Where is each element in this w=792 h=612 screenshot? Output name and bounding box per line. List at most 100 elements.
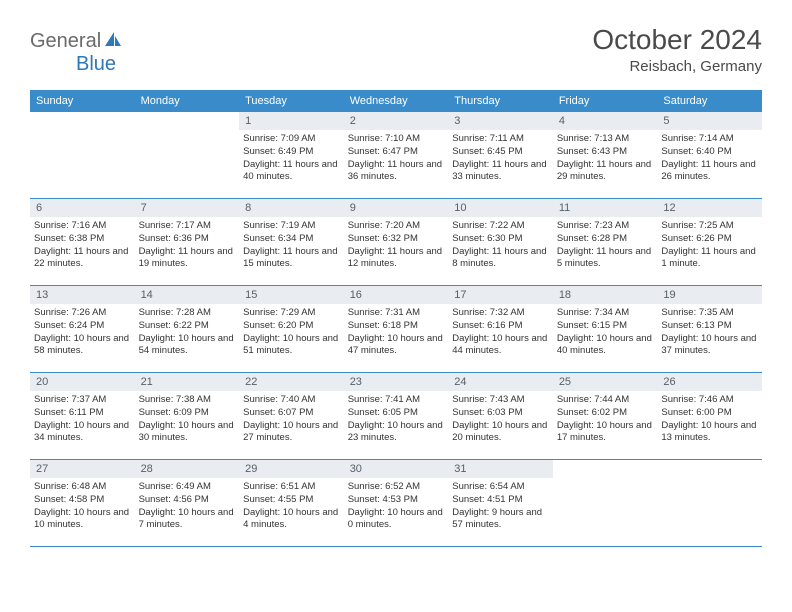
- week-row: 13Sunrise: 7:26 AMSunset: 6:24 PMDayligh…: [30, 286, 762, 373]
- day-number: 15: [239, 286, 344, 304]
- week-row: 27Sunrise: 6:48 AMSunset: 4:58 PMDayligh…: [30, 460, 762, 547]
- day-cell: 26Sunrise: 7:46 AMSunset: 6:00 PMDayligh…: [657, 373, 762, 460]
- day-cell: 12Sunrise: 7:25 AMSunset: 6:26 PMDayligh…: [657, 199, 762, 286]
- day-details: Sunrise: 7:38 AMSunset: 6:09 PMDaylight:…: [135, 391, 240, 449]
- day-details: Sunrise: 7:25 AMSunset: 6:26 PMDaylight:…: [657, 217, 762, 275]
- day-number: 3: [448, 112, 553, 130]
- day-number: 26: [657, 373, 762, 391]
- day-number: 17: [448, 286, 553, 304]
- brand-text-blue: Blue: [76, 53, 116, 75]
- week-row: 6Sunrise: 7:16 AMSunset: 6:38 PMDaylight…: [30, 199, 762, 286]
- day-cell: 29Sunrise: 6:51 AMSunset: 4:55 PMDayligh…: [239, 460, 344, 547]
- day-details: Sunrise: 7:16 AMSunset: 6:38 PMDaylight:…: [30, 217, 135, 275]
- day-cell: 23Sunrise: 7:41 AMSunset: 6:05 PMDayligh…: [344, 373, 449, 460]
- day-cell: 10Sunrise: 7:22 AMSunset: 6:30 PMDayligh…: [448, 199, 553, 286]
- day-header: Wednesday: [344, 90, 449, 112]
- day-number: 30: [344, 460, 449, 478]
- week-row: ....1Sunrise: 7:09 AMSunset: 6:49 PMDayl…: [30, 112, 762, 199]
- day-number: 14: [135, 286, 240, 304]
- day-details: Sunrise: 6:52 AMSunset: 4:53 PMDaylight:…: [344, 478, 449, 536]
- day-cell: 3Sunrise: 7:11 AMSunset: 6:45 PMDaylight…: [448, 112, 553, 199]
- day-details: Sunrise: 7:31 AMSunset: 6:18 PMDaylight:…: [344, 304, 449, 362]
- day-details: Sunrise: 7:32 AMSunset: 6:16 PMDaylight:…: [448, 304, 553, 362]
- day-number: 8: [239, 199, 344, 217]
- day-cell: 7Sunrise: 7:17 AMSunset: 6:36 PMDaylight…: [135, 199, 240, 286]
- day-cell: 25Sunrise: 7:44 AMSunset: 6:02 PMDayligh…: [553, 373, 658, 460]
- day-details: Sunrise: 7:46 AMSunset: 6:00 PMDaylight:…: [657, 391, 762, 449]
- day-cell: 21Sunrise: 7:38 AMSunset: 6:09 PMDayligh…: [135, 373, 240, 460]
- day-number: 2: [344, 112, 449, 130]
- day-details: Sunrise: 7:14 AMSunset: 6:40 PMDaylight:…: [657, 130, 762, 188]
- day-details: Sunrise: 7:20 AMSunset: 6:32 PMDaylight:…: [344, 217, 449, 275]
- day-cell: 9Sunrise: 7:20 AMSunset: 6:32 PMDaylight…: [344, 199, 449, 286]
- day-cell: 20Sunrise: 7:37 AMSunset: 6:11 PMDayligh…: [30, 373, 135, 460]
- day-details: Sunrise: 6:54 AMSunset: 4:51 PMDaylight:…: [448, 478, 553, 536]
- month-title: October 2024: [592, 24, 762, 56]
- day-cell: 16Sunrise: 7:31 AMSunset: 6:18 PMDayligh…: [344, 286, 449, 373]
- brand-logo: General: [30, 30, 125, 53]
- day-details: Sunrise: 7:41 AMSunset: 6:05 PMDaylight:…: [344, 391, 449, 449]
- day-number: 7: [135, 199, 240, 217]
- day-number: 23: [344, 373, 449, 391]
- day-cell: 28Sunrise: 6:49 AMSunset: 4:56 PMDayligh…: [135, 460, 240, 547]
- day-details: Sunrise: 7:09 AMSunset: 6:49 PMDaylight:…: [239, 130, 344, 188]
- day-number: 29: [239, 460, 344, 478]
- day-cell: ..: [657, 460, 762, 547]
- day-header-row: SundayMondayTuesdayWednesdayThursdayFrid…: [30, 90, 762, 112]
- day-number: 28: [135, 460, 240, 478]
- day-number: 5: [657, 112, 762, 130]
- day-number: 10: [448, 199, 553, 217]
- day-number: 27: [30, 460, 135, 478]
- day-cell: 13Sunrise: 7:26 AMSunset: 6:24 PMDayligh…: [30, 286, 135, 373]
- day-number: 6: [30, 199, 135, 217]
- day-cell: 15Sunrise: 7:29 AMSunset: 6:20 PMDayligh…: [239, 286, 344, 373]
- day-cell: 5Sunrise: 7:14 AMSunset: 6:40 PMDaylight…: [657, 112, 762, 199]
- day-number: 4: [553, 112, 658, 130]
- day-cell: 6Sunrise: 7:16 AMSunset: 6:38 PMDaylight…: [30, 199, 135, 286]
- day-number: 18: [553, 286, 658, 304]
- day-details: Sunrise: 7:19 AMSunset: 6:34 PMDaylight:…: [239, 217, 344, 275]
- day-header: Thursday: [448, 90, 553, 112]
- day-number: 22: [239, 373, 344, 391]
- day-details: Sunrise: 7:11 AMSunset: 6:45 PMDaylight:…: [448, 130, 553, 188]
- calendar-table: SundayMondayTuesdayWednesdayThursdayFrid…: [30, 90, 762, 547]
- day-cell: 19Sunrise: 7:35 AMSunset: 6:13 PMDayligh…: [657, 286, 762, 373]
- day-details: Sunrise: 7:26 AMSunset: 6:24 PMDaylight:…: [30, 304, 135, 362]
- day-cell: 24Sunrise: 7:43 AMSunset: 6:03 PMDayligh…: [448, 373, 553, 460]
- day-number: 31: [448, 460, 553, 478]
- day-details: Sunrise: 6:48 AMSunset: 4:58 PMDaylight:…: [30, 478, 135, 536]
- day-number: 20: [30, 373, 135, 391]
- day-number: 24: [448, 373, 553, 391]
- day-number: 16: [344, 286, 449, 304]
- day-number: 9: [344, 199, 449, 217]
- day-number: 11: [553, 199, 658, 217]
- day-cell: 4Sunrise: 7:13 AMSunset: 6:43 PMDaylight…: [553, 112, 658, 199]
- day-number: 12: [657, 199, 762, 217]
- day-details: Sunrise: 7:23 AMSunset: 6:28 PMDaylight:…: [553, 217, 658, 275]
- day-cell: 8Sunrise: 7:19 AMSunset: 6:34 PMDaylight…: [239, 199, 344, 286]
- day-details: Sunrise: 7:40 AMSunset: 6:07 PMDaylight:…: [239, 391, 344, 449]
- day-cell: 11Sunrise: 7:23 AMSunset: 6:28 PMDayligh…: [553, 199, 658, 286]
- day-header: Friday: [553, 90, 658, 112]
- day-header: Monday: [135, 90, 240, 112]
- day-cell: 14Sunrise: 7:28 AMSunset: 6:22 PMDayligh…: [135, 286, 240, 373]
- day-header: Sunday: [30, 90, 135, 112]
- day-details: Sunrise: 7:35 AMSunset: 6:13 PMDaylight:…: [657, 304, 762, 362]
- day-details: Sunrise: 7:17 AMSunset: 6:36 PMDaylight:…: [135, 217, 240, 275]
- day-number: 21: [135, 373, 240, 391]
- brand-text-general: General: [30, 30, 101, 53]
- location-label: Reisbach, Germany: [592, 58, 762, 75]
- day-number: 25: [553, 373, 658, 391]
- day-cell: 30Sunrise: 6:52 AMSunset: 4:53 PMDayligh…: [344, 460, 449, 547]
- day-details: Sunrise: 6:51 AMSunset: 4:55 PMDaylight:…: [239, 478, 344, 536]
- day-cell: 27Sunrise: 6:48 AMSunset: 4:58 PMDayligh…: [30, 460, 135, 547]
- day-details: Sunrise: 7:28 AMSunset: 6:22 PMDaylight:…: [135, 304, 240, 362]
- week-row: 20Sunrise: 7:37 AMSunset: 6:11 PMDayligh…: [30, 373, 762, 460]
- day-details: Sunrise: 6:49 AMSunset: 4:56 PMDaylight:…: [135, 478, 240, 536]
- day-details: Sunrise: 7:44 AMSunset: 6:02 PMDaylight:…: [553, 391, 658, 449]
- day-cell: 18Sunrise: 7:34 AMSunset: 6:15 PMDayligh…: [553, 286, 658, 373]
- day-details: Sunrise: 7:43 AMSunset: 6:03 PMDaylight:…: [448, 391, 553, 449]
- day-cell: 2Sunrise: 7:10 AMSunset: 6:47 PMDaylight…: [344, 112, 449, 199]
- day-details: Sunrise: 7:13 AMSunset: 6:43 PMDaylight:…: [553, 130, 658, 188]
- day-cell: 31Sunrise: 6:54 AMSunset: 4:51 PMDayligh…: [448, 460, 553, 547]
